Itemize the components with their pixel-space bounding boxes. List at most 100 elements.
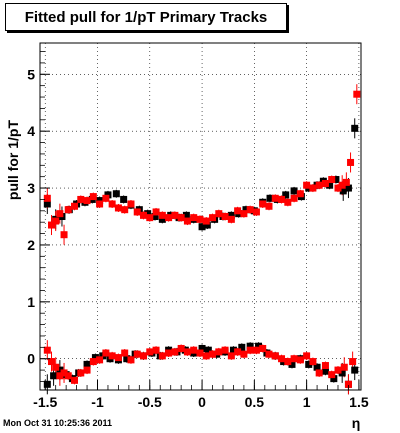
data-point-red xyxy=(240,350,248,358)
data-point-black xyxy=(229,346,237,354)
data-point-red xyxy=(71,376,79,384)
tick-labels: -1.5 -1 -0.5 0 0.5 1 1.5 0 1 2 3 4 5 xyxy=(27,66,369,410)
data-point-red xyxy=(259,200,267,208)
y-tick-label: 2 xyxy=(27,237,35,253)
data-point-black xyxy=(182,211,190,219)
data-point-red xyxy=(64,206,72,214)
data-point-red xyxy=(96,356,104,364)
data-point-red xyxy=(290,355,298,363)
data-point-red xyxy=(315,181,323,189)
data-point-red xyxy=(303,352,311,360)
data-point-red xyxy=(152,208,160,216)
data-point-black xyxy=(120,195,128,203)
x-tick-label: -1 xyxy=(91,394,104,410)
data-point-red xyxy=(353,90,361,98)
data-point-red xyxy=(321,362,329,370)
data-point-red xyxy=(89,358,97,366)
data-point-red xyxy=(227,352,235,360)
data-point-red xyxy=(52,217,60,225)
x-axis-title: η xyxy=(352,415,361,431)
data-point-red xyxy=(121,206,129,214)
data-point-black xyxy=(351,124,359,132)
data-point-red xyxy=(114,354,122,362)
data-point-red xyxy=(215,348,223,356)
data-point-red xyxy=(227,215,235,223)
data-point-black xyxy=(305,360,313,368)
data-point-red xyxy=(96,200,104,208)
data-point-black xyxy=(290,187,298,195)
data-point-black xyxy=(338,369,346,377)
data-point-red xyxy=(165,349,173,357)
data-point-red xyxy=(127,200,135,208)
data-point-red xyxy=(43,346,51,354)
data-point-red xyxy=(342,178,350,186)
x-tick-label: -0.5 xyxy=(138,394,162,410)
data-point-black xyxy=(91,354,99,362)
data-point-black xyxy=(288,360,296,368)
x-tick-label: 1 xyxy=(303,394,311,410)
data-point-red xyxy=(265,202,273,210)
data-point-red xyxy=(77,195,85,203)
data-point-red xyxy=(234,348,242,356)
data-point-red xyxy=(296,356,304,364)
data-point-red xyxy=(349,358,357,366)
data-point-red xyxy=(190,346,198,354)
data-point-red xyxy=(278,355,286,363)
data-point-red xyxy=(290,194,298,202)
axis-ticks xyxy=(40,51,360,390)
data-point-red xyxy=(271,194,279,202)
data-point-black xyxy=(158,215,166,223)
data-point-black xyxy=(330,375,338,383)
data-point-black xyxy=(50,372,58,380)
data-point-red xyxy=(64,372,72,380)
data-point-red xyxy=(146,348,154,356)
data-point-red xyxy=(202,352,210,360)
data-point-red xyxy=(177,214,185,222)
data-point-red xyxy=(278,195,286,203)
data-point-red xyxy=(171,348,179,356)
data-point-black xyxy=(56,366,64,374)
data-point-red xyxy=(265,350,273,358)
data-point-black xyxy=(83,360,91,368)
data-point-red xyxy=(52,363,60,371)
timestamp-label: Mon Oct 31 10:25:36 2011 xyxy=(3,418,113,428)
data-point-red xyxy=(108,352,116,360)
data-point-black xyxy=(242,206,250,214)
data-point-red xyxy=(246,346,254,354)
plot-frame xyxy=(39,42,362,391)
data-point-red xyxy=(334,366,342,374)
data-point-red xyxy=(328,371,336,379)
data-point-black xyxy=(255,342,263,350)
chart-title: Fitted pull for 1/pT Primary Tracks xyxy=(5,3,287,31)
data-point-black xyxy=(151,213,159,220)
data-point-red xyxy=(209,214,217,222)
data-point-red xyxy=(158,352,166,360)
data-point-red xyxy=(315,369,323,377)
data-point-red xyxy=(347,158,355,166)
data-point-black xyxy=(144,210,152,218)
data-point-red xyxy=(133,208,141,216)
data-point-black xyxy=(43,200,51,208)
data-point-red xyxy=(133,350,141,358)
data-point-red xyxy=(48,221,56,229)
data-point-red xyxy=(102,194,110,202)
y-tick-label: 0 xyxy=(27,351,35,367)
data-point-red xyxy=(56,210,64,218)
data-point-red xyxy=(284,358,292,366)
data-point-red xyxy=(240,210,248,218)
data-point-red xyxy=(252,208,260,216)
data-point-red xyxy=(328,176,336,184)
data-point-black xyxy=(332,176,340,184)
data-point-red xyxy=(340,363,348,371)
data-point-red xyxy=(121,349,129,357)
data-point-red xyxy=(48,358,56,366)
data-point-red xyxy=(321,180,329,188)
data-point-black xyxy=(203,221,211,229)
data-point-black xyxy=(198,344,206,352)
data-point-red xyxy=(56,372,64,380)
data-point-red xyxy=(234,207,242,215)
data-point-black xyxy=(351,366,359,374)
data-point-red xyxy=(183,348,191,356)
data-point-red xyxy=(271,352,279,360)
